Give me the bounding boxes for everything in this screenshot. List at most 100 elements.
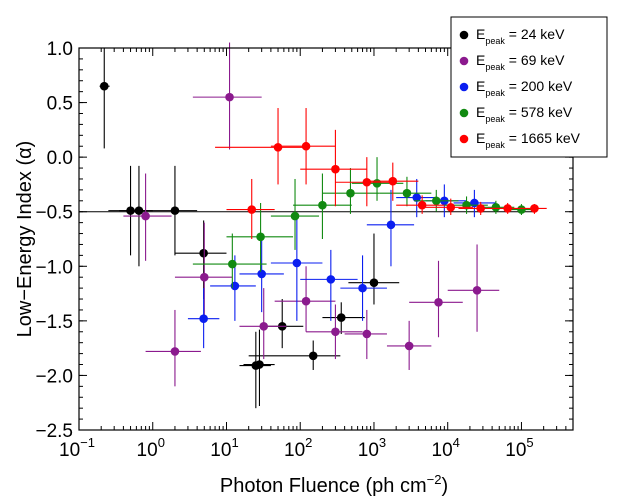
legend-label-rest: = 200 keV <box>505 78 573 94</box>
data-point <box>369 278 379 287</box>
data-point <box>256 232 265 242</box>
series-2 <box>187 178 496 349</box>
x-tick-label: 101 <box>210 435 238 461</box>
legend-label-main: E <box>476 78 485 94</box>
legend-label-rest: = 69 keV <box>505 52 565 68</box>
x-axis-title-exponent: −2 <box>427 472 442 487</box>
x-axis-title: Photon Fluence (ph cm−2) <box>220 472 448 497</box>
x-tick-label: 10−1 <box>59 435 95 461</box>
y-tick-label: 0.5 <box>47 94 73 115</box>
data-point <box>255 360 264 369</box>
x-tick-base: 10 <box>59 440 80 461</box>
series-0 <box>99 48 400 409</box>
x-tick-exponent: 1 <box>231 435 238 450</box>
series-4 <box>215 108 547 239</box>
plot-frame <box>78 47 574 431</box>
legend-box <box>450 16 608 158</box>
x-tick-label: 102 <box>284 435 312 461</box>
legend-label-main: E <box>476 26 485 42</box>
data-point <box>517 205 526 214</box>
legend-label-sub: peak <box>485 62 505 72</box>
x-tick-label: 103 <box>358 435 386 461</box>
data-point <box>170 347 180 356</box>
data-point <box>247 205 257 214</box>
data-point <box>170 206 180 215</box>
series-3 <box>192 157 535 289</box>
data-point <box>386 220 396 230</box>
x-tick-exponent: 5 <box>526 435 533 450</box>
data-point <box>336 313 346 322</box>
legend-label: Epeak = 578 keV <box>476 104 573 124</box>
data-point <box>358 283 367 293</box>
data-point <box>134 206 144 215</box>
data-point <box>346 188 355 198</box>
data-point <box>362 329 372 339</box>
data-point <box>434 298 443 307</box>
data-point <box>225 92 234 102</box>
x-tick-exponent: 4 <box>453 435 460 450</box>
data-point <box>257 269 266 279</box>
data-point <box>308 351 318 361</box>
legend-label: Epeak = 200 keV <box>476 78 573 98</box>
data-point <box>431 196 441 206</box>
legend-marker <box>459 82 469 92</box>
x-tick-exponent: 0 <box>158 435 165 450</box>
legend-label: Epeak = 24 keV <box>476 26 565 46</box>
legend-label-main: E <box>476 130 485 146</box>
legend-entry: Epeak = 200 keV <box>459 78 573 98</box>
data-point <box>331 327 340 337</box>
y-tick-label: −2.5 <box>35 421 73 442</box>
legend-entry: Epeak = 24 keV <box>459 26 565 46</box>
x-tick-label: 105 <box>505 435 533 461</box>
legend-label-sub: peak <box>485 114 505 124</box>
x-tick-base: 10 <box>284 440 305 461</box>
data-point <box>228 259 237 269</box>
legend-label: Epeak = 69 keV <box>476 52 565 72</box>
legend-label-sub: peak <box>485 36 505 46</box>
legend-label-rest: = 24 keV <box>505 26 565 42</box>
data-point <box>412 193 422 202</box>
data-point <box>326 275 336 284</box>
data-point <box>292 258 302 268</box>
x-axis: 10−1 100 101 102 103 104 105 <box>59 48 574 461</box>
data-point <box>417 200 427 210</box>
x-axis-title-main: Photon Fluence (ph cm <box>220 475 427 497</box>
data-point <box>331 164 340 174</box>
y-axis-title: Low−Energy Index (α) <box>14 141 36 338</box>
data-point <box>259 322 269 331</box>
legend-entry: Epeak = 69 keV <box>459 52 565 72</box>
x-axis-title-close: ) <box>441 475 448 497</box>
data-point <box>301 296 311 306</box>
x-tick-label: 104 <box>432 435 460 461</box>
data-point <box>199 248 208 258</box>
series-1 <box>123 42 500 387</box>
data-point <box>199 314 208 323</box>
data-point <box>141 211 150 221</box>
data-point <box>503 204 512 213</box>
y-tick-label: 0.0 <box>47 148 73 169</box>
x-tick-label: 100 <box>137 435 165 461</box>
x-tick-base: 10 <box>432 440 453 461</box>
legend-label-main: E <box>476 52 485 68</box>
legend-entry: Epeak = 578 keV <box>459 104 573 124</box>
x-tick-exponent: −1 <box>80 435 95 450</box>
legend-label-rest: = 578 keV <box>505 104 573 120</box>
y-tick-label: −1.0 <box>35 257 73 278</box>
x-tick-base: 10 <box>210 440 231 461</box>
data-point <box>404 341 414 351</box>
y-tick-label: −2.0 <box>35 366 73 387</box>
data-point <box>290 211 300 221</box>
data-point <box>362 177 372 187</box>
y-tick-label: 1.0 <box>47 39 73 60</box>
legend-label-sub: peak <box>485 88 505 98</box>
legend-label-rest: = 1665 keV <box>505 130 581 146</box>
data-point <box>199 272 209 282</box>
data-point <box>472 285 482 295</box>
data-point <box>446 203 456 212</box>
legend-label-main: E <box>476 104 485 120</box>
data-point <box>273 143 283 152</box>
y-tick-label: −0.5 <box>35 203 73 224</box>
legend-marker <box>459 56 469 66</box>
data-points-layer <box>99 42 547 409</box>
